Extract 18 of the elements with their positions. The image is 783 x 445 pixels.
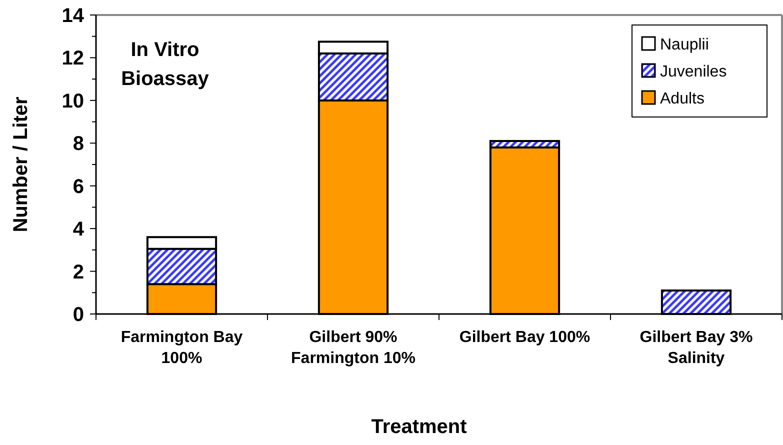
x-tick-label: Gilbert 90% Farmington 10% [291,329,416,367]
y-tick-label: 14 [62,5,85,27]
x-tick-label: Gilbert Bay 3% Salinity [640,329,753,367]
y-axis-title: Number / Liter [10,96,32,232]
y-tick-label: 12 [62,48,84,70]
legend-label: Nauplii [660,36,709,54]
legend-label: Adults [660,90,704,108]
y-tick-label: 10 [62,90,84,112]
y-tick-label: 8 [72,133,84,156]
legend-label: Juveniles [660,64,727,81]
y-tick-label: 4 [72,218,85,241]
y-tick-label: 6 [72,176,84,198]
y-tick-label: 2 [72,261,84,284]
y-tick-label: 0 [72,304,84,326]
x-tick-label: Farmington Bay 100% [120,329,243,367]
x-tick-label: Gilbert Bay 100% [459,329,590,346]
annotation: In Vitro Bioassay [121,39,210,90]
x-axis-title: Treatment [371,416,468,438]
